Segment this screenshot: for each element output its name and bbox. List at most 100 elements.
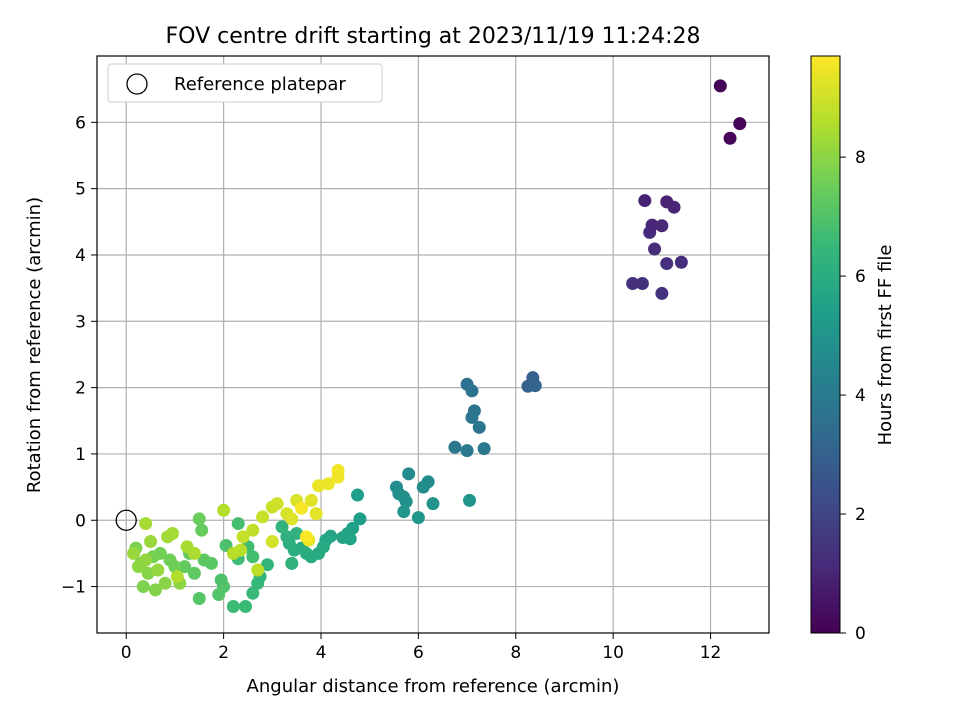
data-point	[626, 276, 640, 290]
data-point	[472, 420, 486, 434]
data-point	[638, 194, 652, 208]
x-tick-label: 2	[218, 643, 229, 663]
data-point	[477, 442, 491, 456]
colorbar-tick-label: 8	[855, 148, 866, 168]
data-point	[660, 257, 674, 271]
x-axis-ticks: 0 2 4 6 8 10 12	[121, 633, 722, 663]
data-point	[151, 563, 165, 577]
data-point	[312, 479, 326, 493]
data-point	[399, 495, 413, 509]
data-point	[265, 534, 279, 548]
data-point	[231, 517, 245, 531]
data-point	[178, 560, 192, 574]
data-point	[465, 410, 479, 424]
data-point	[397, 505, 411, 519]
data-point	[251, 563, 265, 577]
data-point	[635, 276, 649, 290]
data-point	[260, 558, 274, 572]
data-point	[426, 497, 440, 511]
data-point	[246, 550, 260, 564]
data-point	[309, 507, 323, 521]
data-point	[528, 379, 542, 393]
data-point	[212, 588, 226, 602]
colorbar-tick-label: 2	[855, 505, 866, 525]
x-tick-label: 10	[602, 643, 624, 663]
data-point	[713, 79, 727, 93]
data-point	[655, 286, 669, 300]
data-point	[321, 477, 335, 491]
data-point	[733, 117, 747, 131]
y-tick-label: 2	[75, 379, 86, 399]
data-point	[127, 546, 141, 560]
grid	[97, 56, 769, 633]
data-point	[170, 570, 184, 584]
data-point	[251, 576, 265, 590]
data-point	[331, 464, 345, 478]
y-axis-ticks: −1 0 1 2 3 4 5 6	[61, 113, 97, 598]
data-point	[304, 493, 318, 507]
data-point	[285, 556, 299, 570]
data-point	[299, 530, 313, 544]
data-point	[643, 225, 657, 239]
data-point	[460, 444, 474, 458]
x-tick-label: 12	[700, 643, 722, 663]
reference-platepar-marker	[115, 509, 137, 531]
colorbar: 0 2 4 6 8 Hours from first FF file	[810, 55, 896, 644]
data-point	[226, 599, 240, 613]
data-point	[139, 553, 153, 567]
data-point	[165, 527, 179, 541]
data-point	[448, 440, 462, 454]
data-point	[195, 523, 209, 537]
y-tick-label: 1	[75, 445, 86, 465]
data-point	[192, 512, 206, 526]
data-point	[463, 493, 477, 507]
data-point	[411, 511, 425, 525]
colorbar-tick-label: 6	[855, 267, 866, 287]
data-point	[402, 467, 416, 481]
data-point	[353, 512, 367, 526]
data-point	[239, 599, 253, 613]
data-point	[148, 583, 162, 597]
data-point	[285, 512, 299, 526]
data-point	[236, 530, 250, 544]
legend: Reference platepar	[107, 63, 383, 103]
colorbar-ticks: 0 2 4 6 8	[840, 148, 866, 644]
colorbar-tick-label: 0	[855, 624, 866, 644]
colorbar-label: Hours from first FF file	[875, 245, 896, 446]
data-points	[127, 79, 747, 613]
data-point	[197, 553, 211, 567]
data-point	[465, 384, 479, 398]
data-point	[416, 480, 430, 494]
y-tick-label: −1	[61, 578, 86, 598]
data-point	[139, 517, 153, 531]
legend-label-reference: Reference platepar	[174, 74, 346, 95]
legend-box	[107, 63, 383, 103]
data-point	[187, 566, 201, 580]
chart-title: FOV centre drift starting at 2023/11/19 …	[166, 24, 701, 49]
data-point	[234, 543, 248, 557]
x-tick-label: 4	[316, 643, 327, 663]
x-tick-label: 6	[413, 643, 424, 663]
plot-frame	[96, 55, 770, 634]
x-tick-label: 8	[510, 643, 521, 663]
data-point	[163, 553, 177, 567]
data-point	[667, 200, 681, 214]
data-point	[192, 592, 206, 606]
data-point	[246, 586, 260, 600]
y-tick-label: 4	[75, 246, 86, 266]
y-axis-label: Rotation from reference (arcmin)	[24, 197, 45, 493]
data-point	[187, 546, 201, 560]
data-point	[336, 530, 350, 544]
data-point	[144, 534, 158, 548]
data-point	[648, 242, 662, 256]
data-point	[655, 219, 669, 233]
colorbar-gradient	[810, 55, 841, 634]
data-point	[246, 523, 260, 537]
data-point	[136, 580, 150, 594]
x-tick-label: 0	[121, 643, 132, 663]
colorbar-tick-label: 4	[855, 386, 866, 406]
x-axis-label: Angular distance from reference (arcmin)	[247, 676, 620, 697]
data-point	[270, 497, 284, 511]
y-tick-label: 5	[75, 180, 86, 200]
